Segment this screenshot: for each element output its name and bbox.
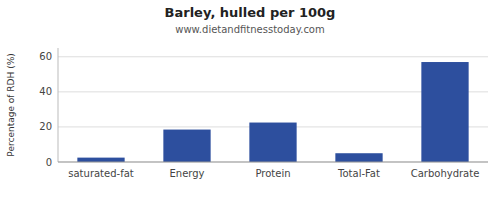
bar (335, 153, 382, 162)
subtitle: www.dietandfitnesstoday.com (175, 24, 324, 35)
bar (421, 62, 468, 162)
bar (77, 158, 124, 162)
x-tick-label: Energy (169, 168, 204, 179)
x-tick-label: Carbohydrate (411, 168, 480, 179)
bars (77, 62, 468, 162)
x-tick-label: saturated-fat (68, 168, 134, 179)
x-axis-line (58, 162, 488, 163)
x-axis: saturated-fat Energy Protein Total-Fat Carbo… (58, 162, 488, 179)
x-tick-label: Protein (255, 168, 290, 179)
chart: Barley, hulled per 100g www.dietandfitnes… (0, 0, 500, 200)
x-tick-label: Total-Fat (337, 168, 380, 179)
y-axis-label: Percentage of RDH (%) (6, 53, 16, 156)
y-tick-label: 40 (39, 86, 52, 97)
title: Barley, hulled per 100g (165, 5, 336, 20)
y-axis-line (58, 48, 59, 162)
grid-line (58, 56, 488, 57)
bar (163, 130, 210, 162)
y-axis: 0 20 40 60 (39, 48, 488, 168)
y-tick-label: 0 (46, 157, 52, 168)
y-tick-label: 60 (39, 51, 52, 62)
grid-line (58, 162, 488, 163)
bar (249, 123, 296, 162)
page: {"chart_data": {"type": "bar", "title": … (0, 0, 500, 200)
y-tick-label: 20 (39, 121, 52, 132)
